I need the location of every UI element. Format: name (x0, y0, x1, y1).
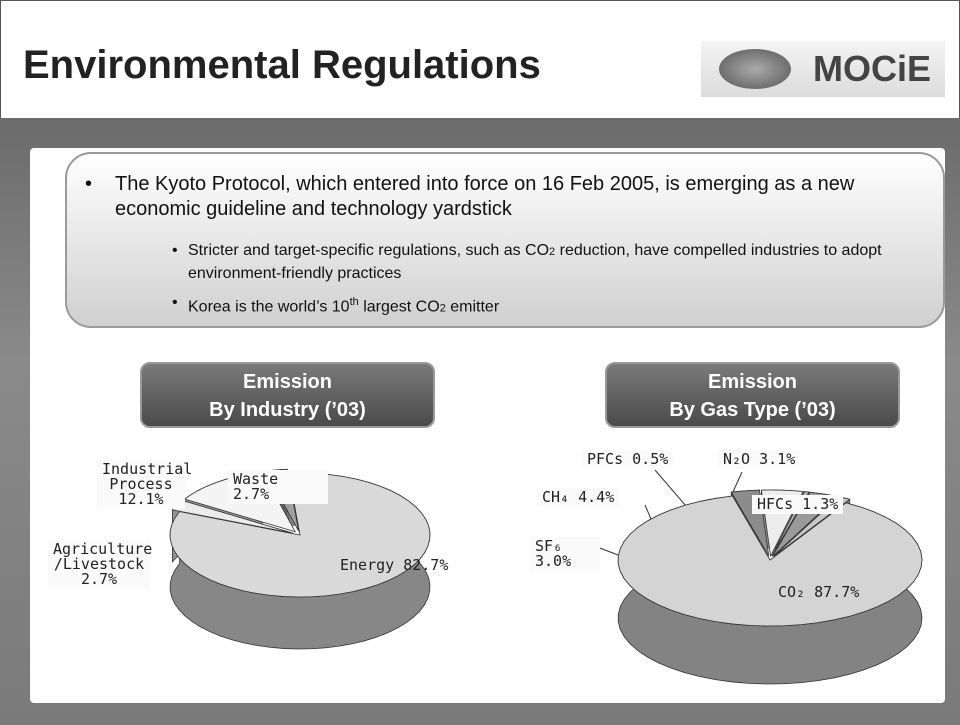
slice-category: SF₆ (535, 537, 563, 555)
slice-value: 82.7% (403, 556, 449, 574)
sub-bullet: • Stricter and target-specific regulation… (172, 242, 882, 282)
slice-category: HFCs (757, 495, 794, 513)
slice-value: 4.4% (578, 488, 615, 506)
slice-value: 0.5% (632, 450, 669, 468)
slice-value: 3.0% (535, 552, 572, 570)
slice-category: Industrial Process (102, 460, 193, 493)
slice-value: 1.3% (802, 495, 839, 513)
slice-category: N₂O (723, 450, 751, 468)
slice-label: N₂O 3.1% (718, 450, 801, 469)
pie-slice (617, 495, 923, 627)
slice-value: 2.7% (233, 485, 270, 503)
slice-label: CH₄ 4.4% (537, 488, 620, 507)
slice-category: PFCs (587, 450, 624, 468)
sub-bullet: • Korea is the world’s 10th largest CO2 e… (172, 294, 500, 316)
slice-label: Energy 82.7% (340, 558, 448, 573)
slice-category: Agriculture /Livestock (53, 540, 153, 573)
slice-label: HFCs 1.3% (752, 495, 844, 514)
slice-category: CH₄ (542, 488, 570, 506)
logo-globe (719, 49, 791, 89)
slice-value: 3.1% (759, 450, 796, 468)
header: Environmental Regulations MOCiE (0, 0, 960, 119)
chart-title: Emission By Gas Type (’03) (605, 362, 900, 428)
slice-category: Energy (340, 556, 395, 574)
slide-title: Environmental Regulations (23, 43, 541, 87)
slice-label: PFCs 0.5% (582, 450, 674, 469)
logo: MOCiE (701, 41, 945, 97)
slice-value: 87.7% (814, 583, 860, 601)
pie-slice (169, 472, 431, 598)
slice-label: Industrial Process 12.1% (97, 460, 192, 509)
chart-title: Emission By Industry (’03) (140, 362, 435, 428)
slice-value: 12.1% (118, 490, 164, 508)
bullet-box (65, 152, 945, 328)
slice-category: Waste (233, 470, 279, 488)
slice-category: CO₂ (778, 583, 806, 601)
slice-label: SF₆ 3.0% (530, 537, 600, 571)
slice-label: Agriculture /Livestock 2.7% (48, 540, 153, 589)
slice-label: Waste 2.7% (228, 470, 328, 504)
bullet: • The Kyoto Protocol, which entered into … (85, 173, 855, 220)
logo-text: MOCiE (812, 48, 931, 89)
slice-value: 2.7% (80, 570, 118, 588)
slice-label: CO₂ 87.7% (778, 585, 859, 600)
